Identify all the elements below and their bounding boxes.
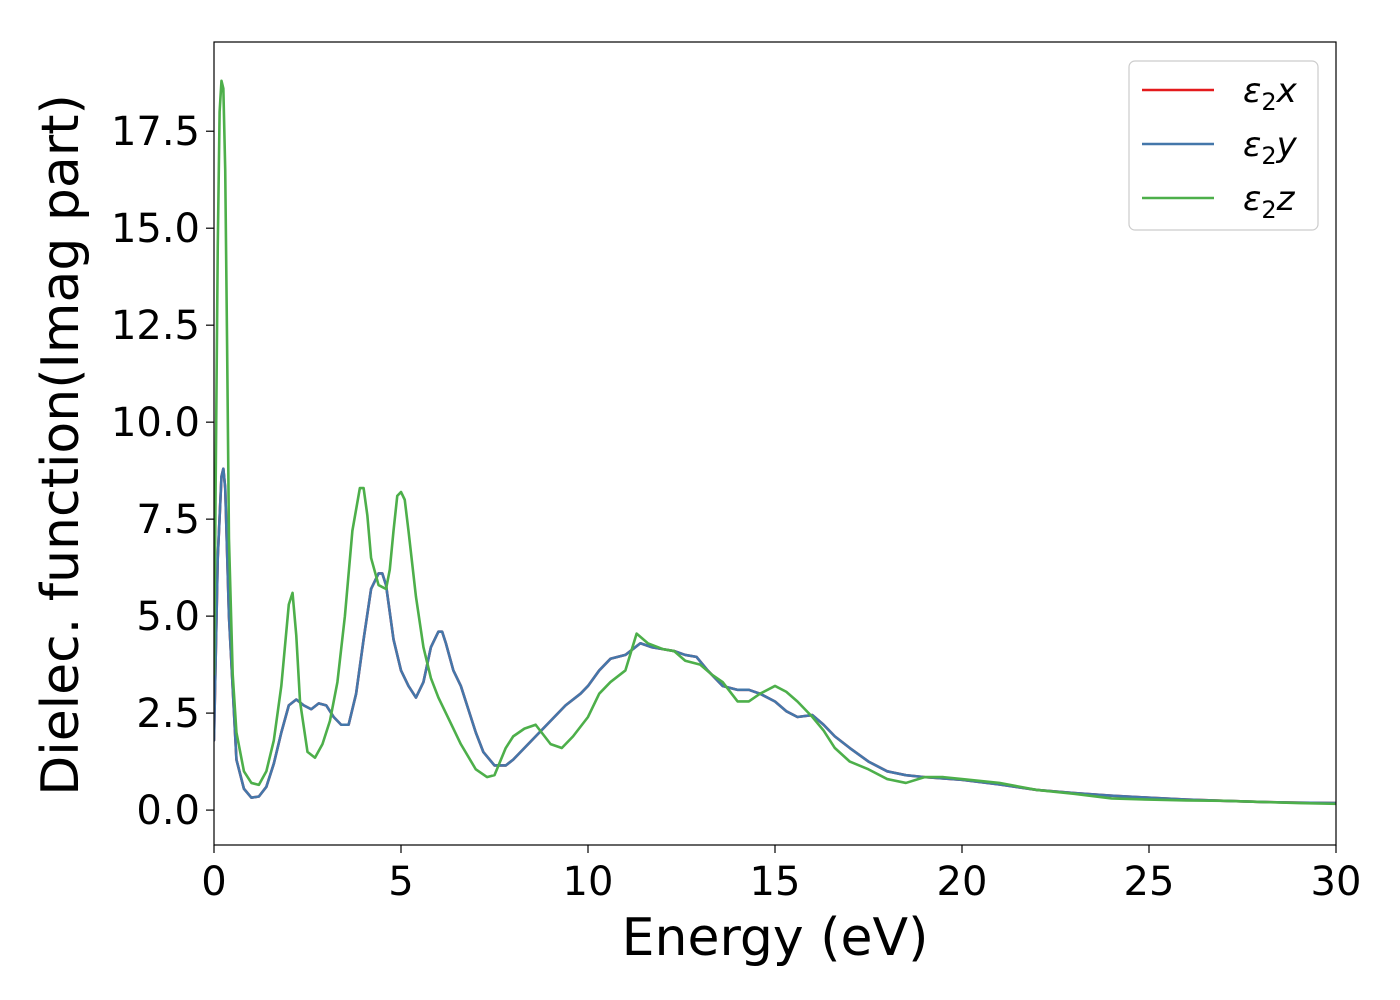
legend-label-y: ε2y: [1243, 125, 1298, 170]
legend-label-x: ε2x: [1243, 71, 1298, 116]
legend-label-z: ε2z: [1243, 179, 1296, 224]
y-axis-label: Dielec. function(Imag part): [31, 94, 91, 796]
x-axis-label: Energy (eV): [622, 908, 929, 968]
series-line-z: [214, 79, 1336, 806]
legend: ε2x ε2y ε2z: [1128, 60, 1319, 231]
x-tick-label: 30: [1311, 859, 1362, 905]
y-tick-label: 5.0: [136, 594, 200, 640]
y-tick-label: 10.0: [111, 400, 200, 446]
y-tick-label: 7.5: [136, 497, 200, 543]
x-tick-label: 25: [1124, 859, 1175, 905]
y-tick-label: 15.0: [111, 206, 200, 252]
x-axis-ticks: 0 5 10 15 20 25 30: [201, 845, 1361, 905]
series-layer: [214, 79, 1336, 806]
y-tick-label: 0.0: [136, 788, 200, 834]
y-tick-label: 2.5: [136, 691, 200, 737]
x-tick-label: 5: [388, 859, 413, 905]
x-tick-label: 10: [563, 859, 614, 905]
legend-frame: [1128, 60, 1319, 231]
x-tick-label: 15: [750, 859, 801, 905]
y-tick-label: 17.5: [111, 109, 200, 155]
y-tick-label: 12.5: [111, 303, 200, 349]
x-tick-label: 20: [937, 859, 988, 905]
y-axis-ticks: 0.0 2.5 5.0 7.5 10.0 12.5 15.0 17.5: [111, 109, 214, 834]
x-tick-label: 0: [201, 859, 226, 905]
